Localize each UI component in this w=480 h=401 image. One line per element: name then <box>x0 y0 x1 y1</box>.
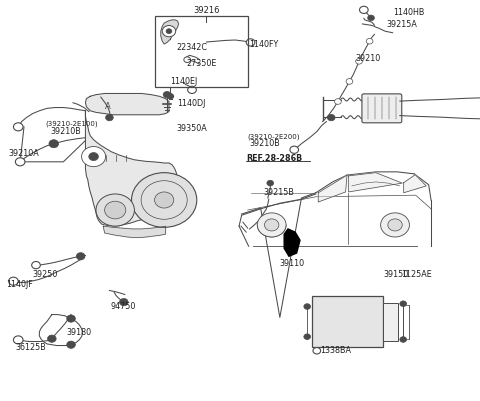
Bar <box>155 17 248 87</box>
Circle shape <box>120 299 128 306</box>
Circle shape <box>9 277 18 286</box>
Text: 39210A: 39210A <box>9 149 39 158</box>
Circle shape <box>96 194 134 227</box>
Text: 39215B: 39215B <box>263 188 294 197</box>
Circle shape <box>381 213 409 237</box>
Circle shape <box>400 337 407 342</box>
Circle shape <box>267 181 274 186</box>
Circle shape <box>257 213 286 237</box>
Circle shape <box>106 115 113 122</box>
Text: 1125AE: 1125AE <box>401 269 432 278</box>
Text: 1140EJ: 1140EJ <box>170 77 198 85</box>
Circle shape <box>188 87 196 94</box>
Text: 39210B: 39210B <box>50 127 81 136</box>
FancyBboxPatch shape <box>362 95 402 124</box>
Circle shape <box>105 202 126 219</box>
Circle shape <box>163 92 171 99</box>
Text: 39215A: 39215A <box>386 20 417 28</box>
Text: 39110: 39110 <box>279 258 304 267</box>
Circle shape <box>32 262 40 269</box>
Circle shape <box>89 153 98 161</box>
Text: REF.28-286B: REF.28-286B <box>246 154 302 163</box>
Polygon shape <box>85 94 169 115</box>
Circle shape <box>246 40 255 47</box>
Circle shape <box>304 334 311 340</box>
Polygon shape <box>348 173 402 192</box>
Polygon shape <box>85 111 178 227</box>
Circle shape <box>264 219 279 231</box>
Circle shape <box>313 348 321 354</box>
Text: 39150: 39150 <box>383 269 408 278</box>
Polygon shape <box>404 175 426 193</box>
Circle shape <box>388 219 402 231</box>
Circle shape <box>13 336 23 344</box>
Polygon shape <box>103 227 166 238</box>
Text: 39210B: 39210B <box>250 139 280 148</box>
Text: 36125B: 36125B <box>15 342 46 351</box>
Circle shape <box>67 315 75 322</box>
Circle shape <box>327 115 335 122</box>
Text: 27350E: 27350E <box>186 59 216 67</box>
Text: 1140JF: 1140JF <box>6 279 33 288</box>
Circle shape <box>366 39 373 45</box>
Circle shape <box>368 16 374 22</box>
Text: 39350A: 39350A <box>177 124 207 133</box>
Text: 1140FY: 1140FY <box>250 40 279 49</box>
Polygon shape <box>318 176 347 203</box>
Circle shape <box>155 192 174 209</box>
Circle shape <box>82 147 106 167</box>
Circle shape <box>290 147 299 154</box>
Text: 39250: 39250 <box>33 269 58 278</box>
Circle shape <box>356 59 362 65</box>
Circle shape <box>49 140 59 148</box>
Circle shape <box>360 7 368 14</box>
Circle shape <box>76 253 85 260</box>
Text: 1338BA: 1338BA <box>321 345 352 354</box>
Text: 22342C: 22342C <box>177 43 208 52</box>
Text: 94750: 94750 <box>110 301 136 310</box>
Text: 39216: 39216 <box>193 6 220 15</box>
Circle shape <box>346 79 353 85</box>
Circle shape <box>335 99 341 105</box>
Circle shape <box>400 301 407 307</box>
Circle shape <box>13 124 23 132</box>
Text: 39180: 39180 <box>66 328 91 336</box>
Text: 39210: 39210 <box>355 54 381 63</box>
Text: (39210-2E100): (39210-2E100) <box>46 120 98 127</box>
Text: (39210-2E200): (39210-2E200) <box>247 133 300 140</box>
Polygon shape <box>284 229 300 257</box>
Circle shape <box>184 58 191 63</box>
Circle shape <box>15 158 25 166</box>
Text: A: A <box>105 102 111 111</box>
Circle shape <box>48 335 56 342</box>
Circle shape <box>166 30 172 34</box>
Circle shape <box>162 26 176 38</box>
Circle shape <box>167 94 174 100</box>
Bar <box>312 297 383 347</box>
Polygon shape <box>161 21 179 45</box>
Circle shape <box>304 304 311 310</box>
Bar <box>383 303 398 341</box>
Text: 1140HB: 1140HB <box>394 8 425 17</box>
Circle shape <box>67 341 75 348</box>
Circle shape <box>132 173 197 228</box>
Text: 1140DJ: 1140DJ <box>178 99 206 108</box>
